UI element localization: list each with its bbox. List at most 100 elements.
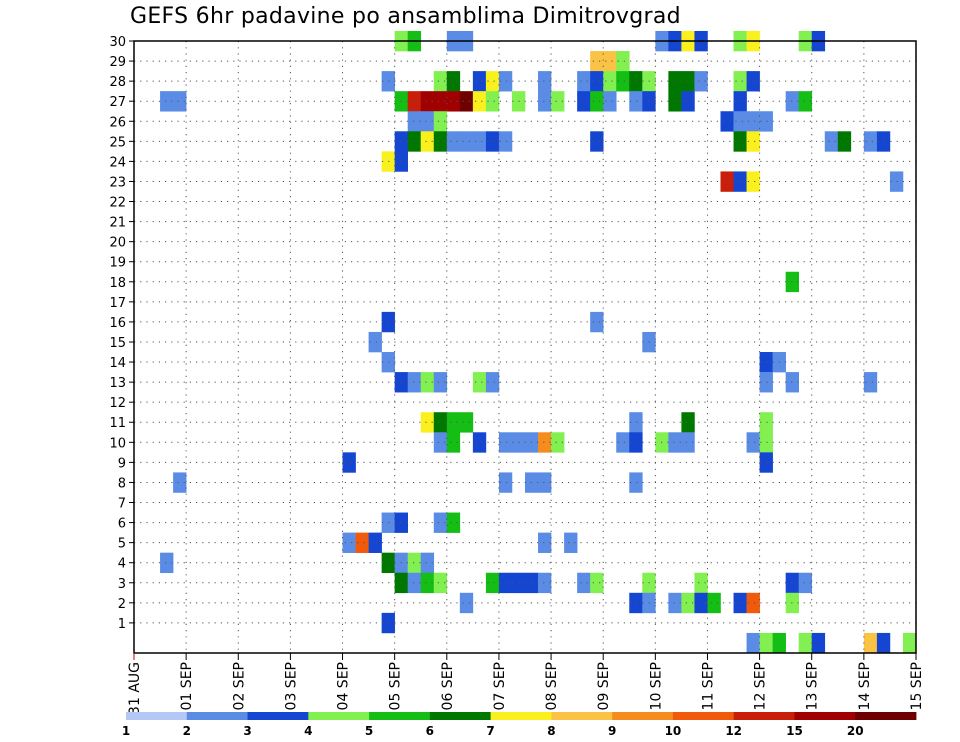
heatmap-cell xyxy=(433,572,448,594)
heatmap-cell xyxy=(577,572,591,594)
heatmap-cell xyxy=(459,91,474,112)
heatmap-cell xyxy=(668,432,682,453)
colorbar-label: 6 xyxy=(426,724,434,738)
heatmap-cell xyxy=(407,572,422,594)
heatmap-cell xyxy=(629,592,643,614)
colorbar-label: 5 xyxy=(365,724,373,738)
y-tick-label: 28 xyxy=(109,75,126,90)
heatmap-cell xyxy=(485,572,500,594)
heatmap-cell xyxy=(498,131,513,152)
colorbar-segment xyxy=(247,712,309,720)
heatmap-cell xyxy=(407,91,422,112)
heatmap-cell xyxy=(551,432,565,453)
y-tick-label: 8 xyxy=(118,476,126,491)
colorbar-label: 2 xyxy=(183,724,191,738)
heatmap-cell xyxy=(746,592,760,614)
y-tick-label: 7 xyxy=(118,497,126,512)
heatmap-cell xyxy=(472,131,487,152)
heatmap-cell xyxy=(707,592,721,614)
x-tick-label: 04 SEP xyxy=(336,662,352,710)
heatmap-cell xyxy=(433,412,448,433)
heatmap-cell xyxy=(863,372,878,393)
colorbar-segment xyxy=(490,712,552,720)
heatmap-cell xyxy=(485,131,500,152)
colorbar-label: 8 xyxy=(547,724,555,738)
heatmap-cell xyxy=(837,131,852,152)
heatmap-cell xyxy=(759,352,773,373)
colorbar-segment xyxy=(369,712,431,720)
y-tick-label: 18 xyxy=(109,276,126,291)
heatmap-cell xyxy=(590,311,604,333)
grid-lines xyxy=(134,41,916,653)
y-tick-label: 29 xyxy=(109,55,126,70)
x-tick-label: 14 SEP xyxy=(857,662,873,710)
x-tick-label: 13 SEP xyxy=(805,662,821,710)
heatmap-cell xyxy=(694,71,708,92)
x-tick-label: 09 SEP xyxy=(596,662,612,710)
heatmap-cell xyxy=(746,632,760,654)
heatmap-cell xyxy=(798,91,813,112)
y-tick-label: 14 xyxy=(109,356,126,371)
heatmap-cell xyxy=(733,171,747,192)
heatmap-cell xyxy=(160,552,174,574)
heatmap-cell xyxy=(446,91,461,112)
y-tick-label: 6 xyxy=(118,517,126,532)
heatmap-cell xyxy=(668,91,682,112)
colorbar-label: 4 xyxy=(304,724,312,738)
x-tick-label: 31 AUG xyxy=(127,662,143,715)
heatmap-cell xyxy=(902,632,917,654)
heatmap-cell xyxy=(420,412,435,433)
heatmap-cell xyxy=(498,432,513,453)
heatmap-cell xyxy=(433,131,448,152)
heatmap-cell xyxy=(498,71,513,92)
heatmap-cell xyxy=(433,71,448,92)
colorbar-segment xyxy=(672,712,735,720)
heatmap-cell xyxy=(733,71,747,92)
colorbar-label: 1 xyxy=(122,724,130,738)
heatmap-cell xyxy=(876,131,891,152)
heatmap-cell xyxy=(590,572,604,594)
heatmap-cell xyxy=(863,131,878,152)
y-tick-label: 24 xyxy=(109,155,126,170)
y-tick-label: 2 xyxy=(118,597,126,612)
heatmap-cell xyxy=(720,171,734,192)
heatmap-cell xyxy=(433,512,448,533)
heatmap-cell xyxy=(420,372,435,393)
heatmap-cell xyxy=(446,131,461,152)
x-tick-label: 07 SEP xyxy=(492,662,508,710)
heatmap-cell xyxy=(746,111,760,132)
x-tick-label: 02 SEP xyxy=(231,662,247,710)
y-tick-label: 30 xyxy=(109,35,126,50)
x-tick-label: 05 SEP xyxy=(388,662,404,710)
colorbar-label: 20 xyxy=(847,724,864,738)
heatmap-cell xyxy=(446,432,461,453)
y-tick-label: 25 xyxy=(109,135,126,150)
y-tick-label: 15 xyxy=(109,336,126,351)
colorbar-segment xyxy=(612,712,674,720)
heatmap-cell xyxy=(629,412,643,433)
colorbar-segment xyxy=(429,712,492,720)
heatmap-cell xyxy=(538,572,552,594)
heatmap-cell xyxy=(407,131,422,152)
heatmap-cell xyxy=(420,572,435,594)
colorbar-segment xyxy=(733,712,795,720)
heatmap-cell xyxy=(668,592,682,614)
heatmap-cell xyxy=(472,372,487,393)
heatmap-cell xyxy=(616,432,630,453)
heatmap-cell xyxy=(603,71,617,92)
y-tick-label: 27 xyxy=(109,95,126,110)
heatmap-cell xyxy=(459,412,474,433)
colorbar-label: 9 xyxy=(608,724,616,738)
heatmap-cell xyxy=(733,91,747,112)
heatmap-cell xyxy=(863,632,878,654)
heatmap-cell xyxy=(590,71,604,92)
heatmap-cell xyxy=(420,91,435,112)
heatmap-cell xyxy=(694,592,708,614)
heatmap-cell xyxy=(160,91,174,112)
heatmap-cell xyxy=(368,331,382,353)
y-tick-label: 5 xyxy=(118,537,126,552)
heatmap-cell xyxy=(368,532,382,553)
y-tick-label: 20 xyxy=(109,236,126,251)
colorbar-label: 7 xyxy=(486,724,494,738)
heatmap-cell xyxy=(629,71,643,92)
